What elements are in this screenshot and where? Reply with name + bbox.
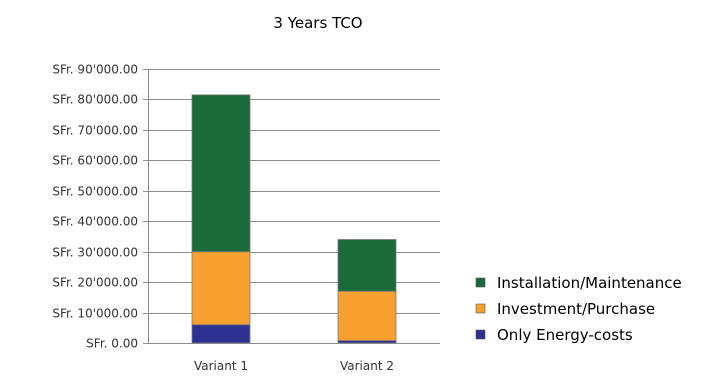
legend: Installation/Maintenance Investment/Purch… (475, 274, 682, 344)
x-tick-label: Variant 2 (340, 359, 394, 373)
legend-swatch (475, 303, 486, 314)
legend-label: Investment/Purchase (497, 300, 655, 318)
axes (143, 69, 440, 344)
bar-segment (191, 94, 251, 253)
legend-label: Installation/Maintenance (497, 274, 682, 292)
bar-segment (191, 324, 251, 344)
y-tick-label: SFr. 70'000.00 (52, 124, 138, 138)
bars (191, 94, 397, 344)
bar-segment (337, 239, 397, 292)
legend-label: Only Energy-costs (497, 326, 633, 344)
y-tick-label: SFr. 30'000.00 (52, 246, 138, 260)
y-tick-labels: SFr. 0.00 SFr. 10'000.00 SFr. 20'000.00 SFr… (52, 63, 138, 351)
bar-segment (191, 251, 251, 326)
x-tick-labels: Variant 1 Variant 2 (194, 359, 394, 373)
legend-swatch (475, 277, 486, 288)
y-tick-label: SFr. 40'000.00 (52, 215, 138, 229)
bar-segment (337, 290, 397, 341)
y-tick-label: SFr. 0.00 (86, 337, 138, 351)
chart-title: 3 Years TCO (273, 14, 362, 32)
y-tick-label: SFr. 10'000.00 (52, 307, 138, 321)
legend-swatch (475, 329, 486, 340)
y-tick-label: SFr. 80'000.00 (52, 93, 138, 107)
y-tick-label: SFr. 90'000.00 (52, 63, 138, 77)
y-tick-label: SFr. 60'000.00 (52, 154, 138, 168)
y-tick-label: SFr. 50'000.00 (52, 185, 138, 199)
x-tick-label: Variant 1 (194, 359, 248, 373)
y-tick-label: SFr. 20'000.00 (52, 276, 138, 290)
